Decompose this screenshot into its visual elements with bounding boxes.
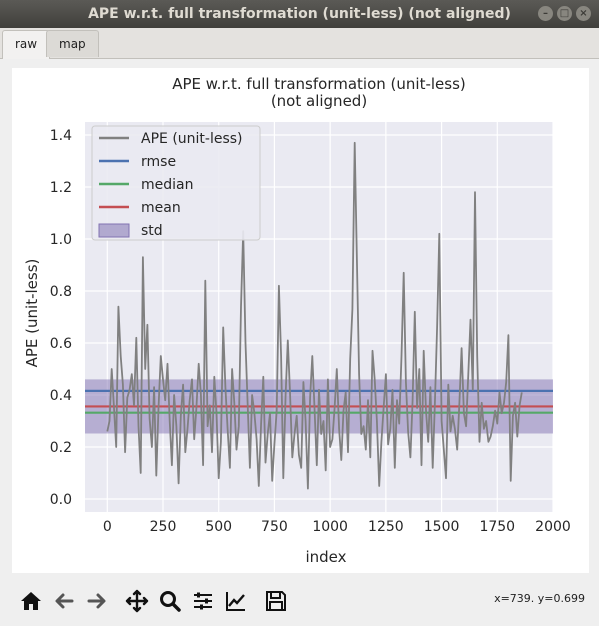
ape-chart[interactable]: 0 250 500 750 1000 1250 1500 1750 2000 0.0 0.2 0.4… <box>12 68 589 573</box>
legend-label: APE (unit-less) <box>141 131 243 147</box>
y-tick-label: 1.4 <box>50 128 72 144</box>
x-tick-label: 500 <box>205 519 232 535</box>
x-axis-label: index <box>305 548 346 566</box>
legend-swatch <box>98 223 130 238</box>
forward-button[interactable] <box>82 586 112 616</box>
maximize-button[interactable]: □ <box>557 6 572 21</box>
legend-label: median <box>141 177 193 193</box>
y-tick-label: 0.6 <box>50 336 72 352</box>
zoom-icon <box>160 591 181 612</box>
x-tick-label: 1750 <box>479 519 515 535</box>
save-icon <box>266 591 286 611</box>
legend-box <box>91 125 261 241</box>
y-tick-label: 0.8 <box>50 284 72 300</box>
zoom-button[interactable] <box>155 586 185 616</box>
x-tick-label: 250 <box>150 519 177 535</box>
chart-title-line1: APE w.r.t. full transformation (unit-les… <box>172 75 466 93</box>
figure-canvas: 0 250 500 750 1000 1250 1500 1750 2000 0.0 0.2 0.4… <box>12 68 589 573</box>
configure-subplots-button[interactable] <box>188 586 218 616</box>
window-title: APE w.r.t. full transformation (unit-les… <box>88 6 511 22</box>
back-icon <box>55 593 74 609</box>
legend-label: rmse <box>141 154 176 170</box>
pan-icon <box>125 589 149 613</box>
home-button[interactable] <box>16 586 46 616</box>
chart-title-line2: (not aligned) <box>271 92 367 110</box>
navigation-toolbar: x=739. y=0.699 <box>0 580 599 626</box>
back-button[interactable] <box>49 586 79 616</box>
y-axis-ticks: 0.0 0.2 0.4 0.6 0.8 1.0 1.2 1.4 <box>50 128 72 508</box>
edit-axis-button[interactable] <box>221 586 251 616</box>
forward-icon <box>87 593 106 609</box>
y-tick-label: 1.0 <box>50 232 72 248</box>
configure-icon <box>194 592 212 610</box>
ape-series-line <box>106 141 523 490</box>
tab-raw[interactable]: raw <box>2 30 51 59</box>
x-axis-ticks: 0 250 500 750 1000 1250 1500 1750 2000 <box>103 519 571 535</box>
edit-axis-icon <box>226 592 245 611</box>
legend-label: mean <box>141 200 181 216</box>
x-tick-label: 0 <box>103 519 112 535</box>
x-tick-label: 1500 <box>424 519 460 535</box>
y-tick-label: 0.4 <box>50 388 72 404</box>
save-button[interactable] <box>261 586 291 616</box>
tab-map[interactable]: map <box>46 30 99 57</box>
close-button[interactable]: × <box>576 6 591 21</box>
pan-button[interactable] <box>122 586 152 616</box>
minimize-button[interactable]: – <box>538 6 553 21</box>
window-controls: – □ × <box>538 6 591 21</box>
x-tick-label: 2000 <box>535 519 571 535</box>
home-icon <box>21 592 41 610</box>
cursor-coordinates: x=739. y=0.699 <box>494 592 585 605</box>
x-tick-label: 1000 <box>312 519 348 535</box>
y-tick-label: 0.2 <box>50 440 72 456</box>
y-tick-label: 0.0 <box>50 492 72 508</box>
legend: APE (unit-less) rmse median mean std <box>91 125 261 241</box>
legend-label: std <box>141 223 163 239</box>
x-tick-label: 1250 <box>368 519 404 535</box>
tab-bar: raw map <box>0 28 599 59</box>
y-tick-label: 1.2 <box>50 180 72 196</box>
window-titlebar: APE w.r.t. full transformation (unit-les… <box>0 0 599 28</box>
y-axis-label: APE (unit-less) <box>23 259 41 368</box>
x-tick-label: 750 <box>261 519 288 535</box>
